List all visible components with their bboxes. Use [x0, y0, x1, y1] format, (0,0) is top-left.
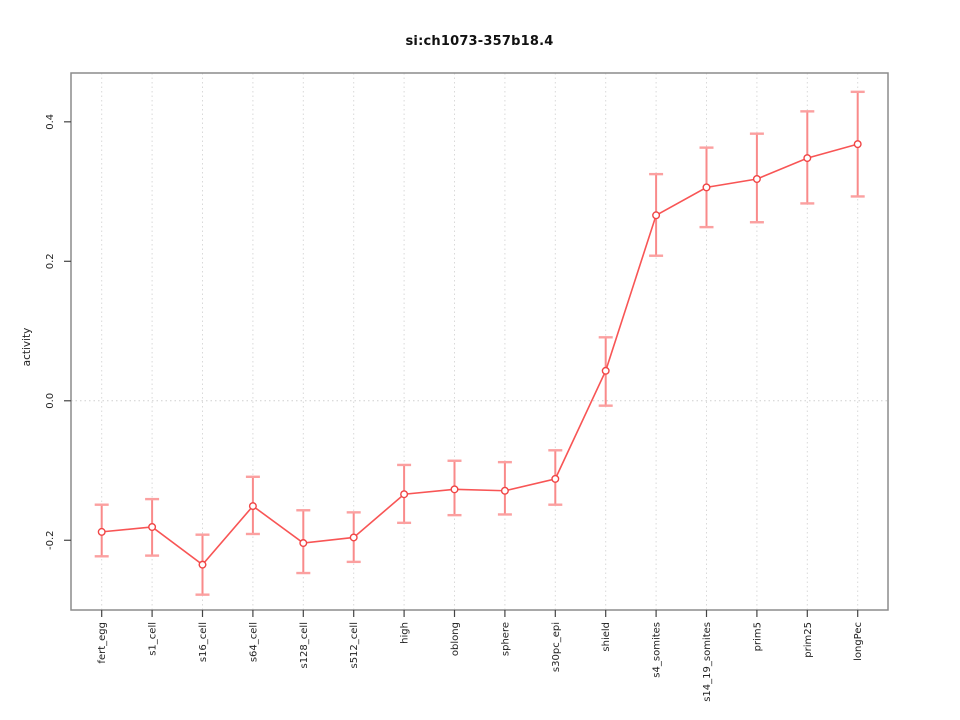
chart-title: si:ch1073-357b18.4	[405, 34, 554, 49]
data-point	[400, 490, 409, 499]
x-category-label: fert_egg	[97, 622, 108, 664]
y-tick-label: -0.2	[45, 531, 56, 551]
data-point	[853, 140, 862, 149]
x-category-label: s64_cell	[248, 622, 259, 662]
data-point	[299, 539, 308, 548]
data-line	[101, 143, 858, 566]
data-point	[652, 211, 661, 220]
y-tick-label: 0.0	[45, 393, 56, 409]
x-category-label: oblong	[450, 622, 461, 656]
x-category-label: s16_cell	[198, 622, 209, 662]
y-tick-label: 0.2	[45, 253, 56, 269]
data-point	[450, 485, 459, 494]
data-point	[702, 183, 711, 192]
data-point	[349, 533, 358, 542]
x-category-label: s14_19_somites	[702, 622, 713, 702]
data-point	[803, 154, 812, 163]
x-category-label: s128_cell	[299, 622, 310, 669]
data-point	[752, 175, 761, 184]
x-category-label: longPec	[853, 622, 864, 661]
y-tick-label: 0.4	[45, 114, 56, 130]
plot-border	[70, 72, 889, 611]
x-category-label: shield	[601, 622, 612, 652]
data-point	[97, 527, 106, 536]
data-point	[148, 523, 157, 532]
x-category-label: s512_cell	[349, 622, 360, 669]
data-point	[198, 560, 207, 569]
x-category-label: s1_cell	[148, 622, 159, 656]
x-category-label: prim5	[752, 622, 763, 651]
x-category-label: sphere	[500, 622, 511, 656]
data-point	[500, 486, 509, 495]
data-point	[601, 366, 610, 375]
x-category-label: s30pc_epi	[551, 622, 562, 672]
x-category-label: high	[400, 622, 411, 644]
x-category-label: prim25	[803, 622, 814, 658]
data-point	[248, 502, 257, 511]
x-category-label: s4_somites	[652, 622, 663, 678]
data-point	[551, 474, 560, 483]
